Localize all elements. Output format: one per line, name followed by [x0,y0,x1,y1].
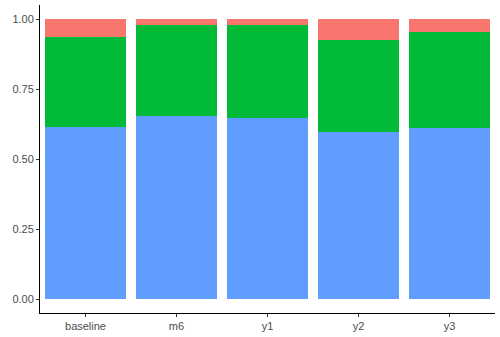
svg-text:0.25: 0.25 [12,223,33,235]
svg-text:0.50: 0.50 [12,153,33,165]
svg-text:y1: y1 [262,320,274,332]
svg-text:baseline: baseline [65,320,106,332]
svg-text:y3: y3 [444,320,456,332]
svg-text:0.75: 0.75 [12,83,33,95]
svg-text:m6: m6 [169,320,184,332]
svg-text:1.00: 1.00 [12,13,33,25]
svg-text:0.00: 0.00 [12,293,33,305]
svg-text:y2: y2 [353,320,365,332]
